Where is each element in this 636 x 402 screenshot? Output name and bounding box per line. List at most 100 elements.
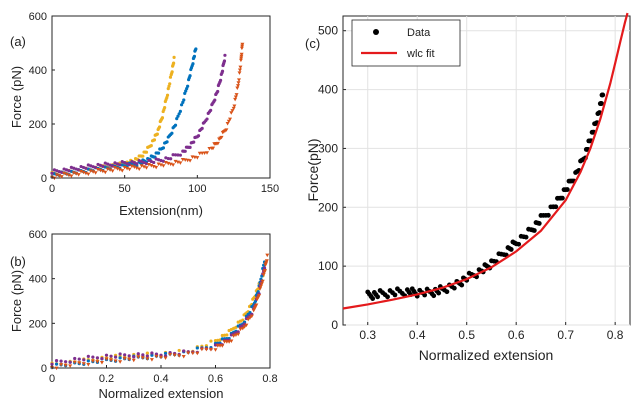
panel-a-data-point bbox=[71, 171, 76, 175]
panel-b-data-point bbox=[95, 356, 100, 360]
panel-c-data-point bbox=[385, 294, 390, 300]
panel-b-data-point bbox=[236, 330, 240, 334]
panel-a-data-point bbox=[163, 106, 167, 110]
panel-b-data-point bbox=[257, 294, 262, 298]
panel-c-data-point bbox=[444, 289, 450, 295]
panel-b-data-point bbox=[86, 354, 90, 358]
panel-b-data-point bbox=[136, 355, 141, 359]
panel-b-data-point bbox=[77, 361, 82, 365]
panel-a-data-point bbox=[168, 82, 172, 86]
panel-a-data-point bbox=[144, 150, 149, 154]
panel-b-ytick-label: 0 bbox=[41, 363, 47, 375]
panel-a-data-point bbox=[130, 159, 134, 164]
panel-b-data-point bbox=[190, 351, 195, 356]
panel-b-data-point bbox=[50, 362, 54, 366]
panel-b-data-point bbox=[163, 351, 168, 355]
panel-c: 0.3 0.4 0.5 0.6 0.7 0.8 0 100 200 300 400 500 (c) N… bbox=[305, 12, 631, 363]
panel-b-data-point bbox=[258, 284, 263, 289]
panel-a-data-point bbox=[155, 132, 159, 136]
panel-a-data-point bbox=[157, 125, 162, 129]
panel-b-data-point bbox=[261, 272, 266, 277]
panel-b-data-point bbox=[181, 354, 186, 359]
panel-a-xtick-label: 150 bbox=[261, 183, 279, 195]
panel-a-ytick-label: 0 bbox=[41, 173, 47, 185]
panel-a-data-point bbox=[74, 172, 79, 176]
panel-c-xtick-label: 0.3 bbox=[359, 328, 376, 342]
panel-a-data-point bbox=[101, 164, 105, 168]
panel-b-data-point bbox=[99, 361, 104, 365]
panel-b-data-point bbox=[54, 359, 59, 363]
panel-b-data-point bbox=[131, 358, 136, 363]
panel-b-data-point bbox=[227, 340, 232, 344]
panel-b-data-point bbox=[249, 314, 254, 319]
panel-b-data-point bbox=[242, 325, 247, 329]
panel-b-data-point bbox=[141, 353, 145, 357]
panel-b-data-point bbox=[122, 356, 127, 361]
panel-a-data-point bbox=[218, 78, 223, 82]
panel-a-data-point bbox=[195, 156, 200, 160]
panel-c-xtick-label: 0.6 bbox=[508, 328, 525, 342]
panel-a-data-point bbox=[239, 52, 244, 57]
panel-a-data-point bbox=[96, 162, 100, 167]
panel-a-data-point bbox=[110, 164, 115, 168]
panel-a-data-point bbox=[166, 87, 170, 91]
panel-a-data-point bbox=[140, 159, 144, 164]
panel-a-data-point bbox=[106, 162, 110, 166]
panel-a-data-point bbox=[205, 117, 209, 121]
panel-a-data-point bbox=[156, 151, 161, 155]
panel-a-data-point bbox=[196, 134, 201, 138]
panel-b-data-point bbox=[145, 357, 150, 361]
panel-a-data-point bbox=[215, 141, 220, 146]
legend-data-marker-icon bbox=[373, 29, 379, 35]
panel-a-data-point bbox=[165, 140, 169, 144]
panel-b-data-point bbox=[163, 356, 168, 360]
panel-a-data-point bbox=[171, 153, 175, 157]
panel-a-data-point bbox=[168, 75, 173, 79]
legend-data-label: Data bbox=[407, 27, 431, 39]
panel-a-data-point bbox=[125, 166, 130, 171]
panel-a-data-point bbox=[173, 153, 178, 157]
panel-b-data-point bbox=[140, 356, 145, 360]
panel-a-data-point bbox=[52, 172, 57, 176]
panel-a-data-point bbox=[161, 159, 166, 163]
panel-a-data-point bbox=[188, 74, 192, 78]
panel-a-data-point bbox=[200, 126, 204, 130]
panel-a-data-point bbox=[223, 53, 227, 57]
panel-a-data-point bbox=[100, 169, 105, 174]
panel-a-data-point bbox=[66, 173, 71, 178]
panel-b-data-point bbox=[104, 357, 109, 362]
panel-b-data-point bbox=[177, 348, 181, 353]
panel-a-data-point bbox=[154, 157, 158, 161]
panel-b-data-point bbox=[113, 355, 118, 359]
panel-a-data-point bbox=[184, 89, 188, 93]
panel-b-data-point bbox=[95, 360, 100, 364]
panel-a-data-point bbox=[169, 157, 173, 161]
panel-b-xtick-label: 0.2 bbox=[99, 373, 114, 385]
panel-b-data-point bbox=[244, 323, 249, 328]
panel-a-data-point bbox=[237, 68, 242, 72]
panel-b-data-point bbox=[127, 357, 132, 362]
panel-a-data-point bbox=[161, 146, 166, 150]
panel-a-data-point bbox=[62, 171, 67, 176]
panel-a-data-point bbox=[120, 159, 124, 164]
panel-a-data-point bbox=[54, 173, 59, 177]
panel-b-ytick-label: 400 bbox=[29, 274, 47, 286]
panel-a-data-point bbox=[159, 158, 163, 163]
panel-b-data-point bbox=[231, 334, 236, 338]
panel-c-legend: Data wlc fit bbox=[351, 19, 461, 67]
panel-a-data-point bbox=[72, 166, 76, 170]
panel-a-data-point bbox=[194, 47, 198, 51]
panel-a-data-point bbox=[60, 170, 64, 175]
panel-a-data-point bbox=[144, 166, 149, 170]
panel-c-data-point bbox=[451, 285, 457, 291]
panel-a-data-point bbox=[137, 158, 141, 163]
panel-a-data-point bbox=[219, 135, 224, 140]
panel-a-data-point bbox=[112, 166, 117, 170]
panel-c-data-point bbox=[392, 292, 398, 298]
panel-b-data-point bbox=[204, 347, 209, 352]
panel-c-grid bbox=[343, 16, 630, 326]
panel-b-data-point bbox=[104, 353, 109, 357]
panel-a-data-point bbox=[141, 154, 145, 158]
panel-a-data-point bbox=[117, 168, 122, 172]
